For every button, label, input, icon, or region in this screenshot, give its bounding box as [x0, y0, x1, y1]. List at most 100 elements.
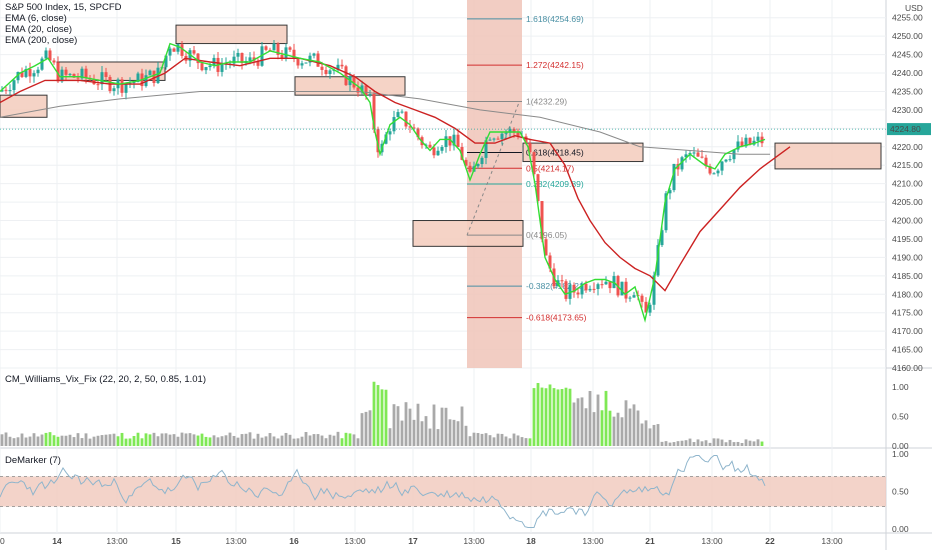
- vix-bar: [544, 388, 548, 446]
- vix-bar: [348, 433, 352, 446]
- legend-ema20[interactable]: EMA (20, close): [5, 24, 73, 35]
- candle-body: [172, 48, 176, 52]
- candle-body: [480, 157, 484, 165]
- vix-bar: [648, 428, 652, 446]
- vix-bar: [128, 438, 132, 446]
- candle-body: [716, 170, 720, 174]
- candle-body: [512, 128, 516, 133]
- last-price-label: 4224.80: [890, 124, 921, 134]
- vix-bar: [444, 407, 448, 446]
- candle-body: [440, 147, 444, 151]
- vix-bar: [100, 435, 104, 446]
- time-tick-label: 15: [171, 536, 181, 546]
- vix-bar: [8, 436, 12, 446]
- price-tick-label: 4220.00: [892, 142, 923, 152]
- candle-body: [132, 82, 136, 84]
- vix-bar: [376, 385, 380, 446]
- candle-body: [624, 281, 628, 299]
- vix-bar: [292, 438, 296, 446]
- vix-bar: [40, 434, 44, 446]
- candle-body: [24, 68, 28, 77]
- vix-bar: [32, 433, 36, 446]
- candle-body: [148, 70, 152, 76]
- demarker-legend[interactable]: DeMarker (7): [5, 455, 61, 466]
- fib-label: 0(4196.05): [526, 230, 567, 240]
- price-tick-label: 4160.00: [892, 363, 923, 373]
- vix-bar: [248, 432, 252, 446]
- time-axis[interactable]: 00 14 13:00 15 13:00 16 13:00 17 13:00 18 13:00 21 1…: [0, 536, 843, 546]
- price-tick-label: 4210.00: [892, 179, 923, 189]
- candle-body: [732, 149, 736, 160]
- candle-body: [728, 159, 732, 161]
- vix-bar: [604, 390, 608, 446]
- vix-bar: [440, 407, 444, 446]
- candle-body: [168, 48, 172, 56]
- vix-bar: [632, 404, 636, 446]
- vix-bar: [296, 438, 300, 446]
- vix-bar: [368, 410, 372, 446]
- legend-symbol[interactable]: S&P 500 Index, 15, SPCFD: [5, 2, 122, 13]
- legend-ema200[interactable]: EMA (200, close): [5, 35, 78, 46]
- vix-bar: [456, 421, 460, 446]
- vix-legend[interactable]: CM_Williams_Vix_Fix (22, 20, 2, 50, 0.85…: [5, 374, 206, 385]
- vix-bar: [748, 440, 752, 446]
- candle-body: [200, 63, 204, 71]
- vix-bar: [180, 432, 184, 446]
- price-tick-label: 4250.00: [892, 31, 923, 41]
- candle-body: [640, 295, 644, 302]
- vix-bar: [676, 441, 680, 446]
- candle-body: [208, 65, 212, 68]
- vix-bar: [268, 433, 272, 446]
- legend-ema6[interactable]: EMA (6, close): [5, 13, 67, 24]
- price-tick-label: 4245.00: [892, 50, 923, 60]
- time-tick-label: 13:00: [821, 536, 843, 546]
- price-tick-label: 4235.00: [892, 86, 923, 96]
- candle-body: [660, 230, 664, 246]
- vix-bar: [588, 390, 592, 446]
- vix-bar: [312, 434, 316, 446]
- time-tick-label: 13:00: [344, 536, 366, 546]
- vix-bar: [64, 435, 68, 446]
- candle-body: [720, 161, 724, 171]
- vix-bar: [208, 437, 212, 446]
- candle-body: [388, 131, 392, 135]
- candle-body: [120, 79, 124, 93]
- vix-bar: [516, 435, 520, 446]
- candle-body: [696, 152, 700, 157]
- vix-bar: [720, 439, 724, 446]
- vix-bar: [524, 438, 528, 446]
- candle-body: [40, 58, 44, 70]
- candle-body: [28, 68, 32, 77]
- vix-bar: [0, 434, 4, 446]
- vix-bar: [80, 438, 84, 446]
- vix-bar: [484, 433, 488, 446]
- vix-tick-label: 1.00: [892, 382, 909, 392]
- candle-body: [612, 276, 616, 289]
- candle-body: [56, 62, 60, 82]
- candle-body: [340, 64, 344, 67]
- candle-body: [32, 73, 36, 77]
- candle-body: [444, 136, 448, 148]
- vix-bar: [96, 435, 100, 446]
- candle-body: [504, 132, 508, 134]
- vix-bar: [660, 441, 664, 446]
- candle-body: [672, 163, 676, 191]
- candle-body: [680, 157, 684, 170]
- vix-bar: [300, 436, 304, 446]
- vix-bar: [104, 434, 108, 446]
- vix-bar: [56, 436, 60, 446]
- vix-bar: [584, 408, 588, 446]
- vix-bar: [200, 433, 204, 446]
- candle-body: [356, 87, 360, 93]
- vix-bar: [260, 437, 264, 446]
- fib-label: 0.382(4209.89): [526, 179, 584, 189]
- candle-body: [360, 85, 364, 93]
- price-axis[interactable]: 4160.00 4165.00 4170.00 4175.00 4180.00 4185.…: [887, 3, 931, 534]
- candle-body: [64, 69, 68, 75]
- vix-bar: [512, 433, 516, 446]
- candle-body: [628, 297, 632, 299]
- vix-bar: [492, 437, 496, 446]
- vix-bar: [324, 438, 328, 446]
- candle-body: [372, 94, 376, 130]
